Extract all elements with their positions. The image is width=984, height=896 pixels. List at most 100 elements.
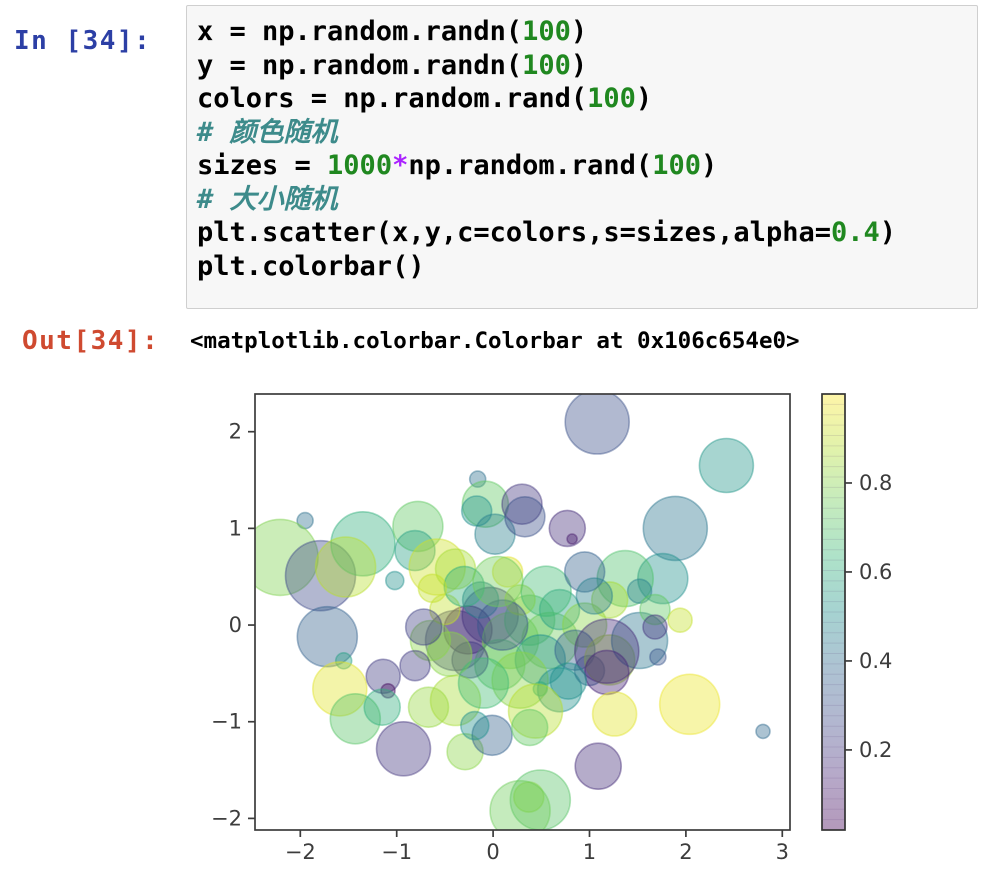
scatter-point (476, 599, 529, 651)
scatter-point (636, 552, 689, 605)
scatter-point (563, 551, 606, 593)
code-line: x = np.random.randn(100) (197, 16, 588, 47)
scatter-point (394, 529, 436, 572)
scatter-point (591, 691, 638, 737)
scatter-point (473, 638, 526, 691)
output-prompt: Out[34]: (22, 326, 160, 356)
y-tick-label: 2 (229, 420, 242, 444)
scatter-point (548, 509, 587, 548)
scatter-point (491, 651, 549, 710)
scatter-point (642, 495, 709, 562)
scatter-point (566, 533, 578, 545)
scatter-point (596, 549, 655, 608)
code-line: sizes = 1000*np.random.rand(100) (197, 150, 718, 181)
scatter-point (554, 629, 596, 672)
scatter-point (417, 573, 448, 604)
scatter-point (461, 581, 500, 619)
x-tick-label: −1 (381, 840, 412, 864)
code-line: colors = np.random.rand(100) (197, 83, 653, 114)
code-cell-editor[interactable]: x = np.random.randn(100) y = np.random.ra… (186, 5, 978, 309)
scatter-point (424, 609, 487, 672)
scatter-point (468, 470, 487, 488)
scatter-point (564, 394, 630, 455)
scatter-point (284, 539, 357, 612)
scatter-point (514, 634, 567, 686)
scatter-point (409, 619, 452, 662)
scatter-point (698, 437, 755, 494)
scatter-point (255, 518, 319, 597)
scatter-point (461, 480, 510, 529)
scatter-point (549, 662, 588, 700)
x-tick-label: 2 (679, 840, 692, 864)
scatter-point (457, 657, 510, 709)
colorbar-tick-label: 0.4 (859, 649, 892, 673)
scatter-point (521, 611, 579, 670)
scatter-point (404, 608, 443, 646)
scatter-point (446, 732, 484, 771)
scatter-point (590, 581, 629, 619)
scatter-point (512, 781, 545, 813)
scatter-point (583, 634, 636, 686)
scatter-point (471, 714, 513, 757)
code-line: plt.scatter(x,y,c=colors,s=sizes,alpha=0… (197, 217, 897, 248)
x-tick-label: 1 (583, 840, 596, 864)
scatter-point (575, 577, 614, 615)
scatter-point (583, 649, 630, 696)
scatter-point (536, 666, 583, 713)
scatter-point (574, 742, 623, 791)
scatter-point (384, 570, 405, 591)
scatter-point (573, 654, 606, 687)
scatter-point (380, 682, 396, 699)
scatter-point (407, 686, 450, 729)
scatter-point (504, 495, 546, 538)
y-tick-label: 1 (229, 516, 242, 540)
scatter-point (520, 565, 572, 618)
colorbar (822, 394, 845, 830)
scatter-point (507, 683, 564, 739)
scatter-point (399, 649, 431, 682)
scatter-point (392, 500, 444, 553)
input-prompt: In [34]: (14, 26, 152, 56)
scatter-point (311, 661, 368, 717)
colorbar-frame (821, 393, 846, 831)
scatter-point (510, 708, 549, 747)
scatter-point (408, 538, 467, 596)
scatter-point (610, 611, 669, 670)
colorbar-tick-label: 0.2 (859, 738, 892, 762)
colorbar-tick-label: 0.6 (859, 560, 892, 584)
scatter-point (642, 614, 668, 640)
scatter-point (481, 611, 540, 670)
scatter-point (474, 513, 516, 556)
scatter-point (573, 618, 640, 685)
code-lines: x = np.random.randn(100) y = np.random.ra… (197, 15, 969, 283)
scatter-point (461, 586, 520, 645)
scatter-point (489, 779, 551, 830)
x-tick-label: 3 (776, 840, 789, 864)
scatter-point (503, 594, 556, 647)
scatter-point (491, 556, 524, 588)
scatter-point (365, 658, 402, 695)
scatter-point (426, 631, 473, 677)
scatter-point (375, 720, 432, 777)
scatter-point (296, 605, 359, 668)
scatter-point (658, 673, 721, 736)
code-line: y = np.random.randn(100) (197, 49, 588, 81)
code-line: # 颜色随机 (197, 116, 338, 148)
scatter-point (314, 536, 377, 598)
scatter-point (451, 641, 489, 679)
scatter-point (649, 648, 667, 666)
x-tick-label: −2 (285, 840, 316, 864)
scatter-point (334, 651, 353, 670)
axes-frame (254, 393, 791, 831)
scatter-point (667, 607, 693, 634)
y-tick-label: −2 (211, 806, 242, 830)
code-line: plt.colorbar() (197, 250, 425, 282)
scatter-point (460, 495, 493, 527)
scatter-points (255, 394, 771, 830)
scatter-point (459, 710, 490, 741)
x-tick-label: 0 (486, 840, 499, 864)
scatter-point (509, 769, 572, 830)
scatter-point (363, 688, 402, 727)
scatter-point (443, 565, 486, 608)
